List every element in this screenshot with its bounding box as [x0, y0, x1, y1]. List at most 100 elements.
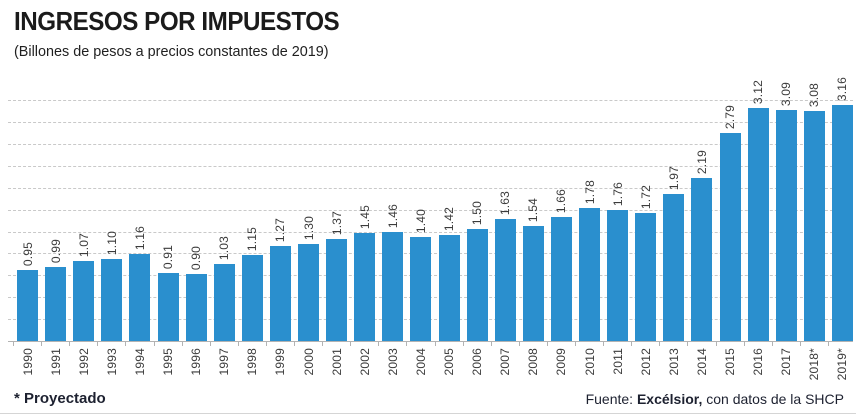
year-label: 2013 [666, 348, 681, 376]
year-label: 2017 [779, 348, 794, 376]
gridline [8, 100, 853, 102]
bar-1993 [101, 259, 123, 341]
bar-2011 [607, 210, 629, 341]
year-label: 1997 [217, 348, 232, 376]
value-label: 1.15 [245, 226, 260, 251]
year-label: 2006 [470, 348, 485, 376]
bar-2018 [803, 111, 825, 341]
value-label: 1.07 [76, 232, 91, 257]
axis-tick [490, 342, 492, 346]
source-prefix: Fuente: [585, 391, 637, 407]
bar-1995 [157, 273, 179, 341]
bar-2015 [719, 133, 741, 341]
axis-tick [406, 342, 408, 346]
bar-2009 [550, 217, 572, 341]
value-label: 3.12 [751, 79, 766, 104]
gridline [8, 209, 853, 211]
year-label: 2008 [526, 348, 541, 376]
year-label: 2002 [357, 348, 372, 376]
axis-tick [462, 342, 464, 346]
value-label: 1.03 [217, 235, 232, 260]
bar-2012 [635, 213, 657, 341]
bar-2013 [663, 194, 685, 341]
year-label: 1995 [161, 348, 175, 376]
value-label: 1.50 [470, 200, 485, 225]
value-label: 1.30 [301, 215, 316, 240]
value-label: 1.78 [582, 179, 597, 204]
year-label: 2014 [694, 348, 709, 376]
axis-tick [434, 342, 436, 346]
bar-2006 [466, 229, 488, 341]
year-label: 2000 [301, 348, 316, 376]
value-label: 2.79 [723, 104, 737, 129]
axis-tick [125, 342, 127, 346]
bar-1990 [17, 270, 38, 341]
value-label: 0.99 [48, 238, 63, 263]
value-label: 1.37 [329, 210, 344, 235]
axis-tick [603, 342, 605, 346]
year-label: 2001 [329, 348, 344, 376]
axis-tick [518, 342, 520, 346]
value-label: 1.45 [357, 204, 372, 229]
year-label: 2005 [442, 348, 456, 376]
axis-tick [41, 342, 43, 346]
value-label: 1.66 [554, 188, 569, 213]
axis-tick [659, 342, 661, 346]
value-label: 1.10 [104, 230, 119, 255]
year-label: 2015 [723, 348, 737, 376]
year-label: 1996 [189, 348, 204, 376]
bar-2005 [438, 235, 460, 341]
value-label: 1.97 [666, 165, 681, 190]
year-label: 2012 [638, 348, 653, 376]
gridline [8, 231, 853, 233]
year-label: 2007 [498, 348, 513, 376]
value-label: 0.90 [189, 245, 204, 270]
bar-1994 [129, 254, 151, 341]
axis-tick [546, 342, 548, 346]
bar-2000 [298, 244, 319, 341]
gridline [8, 187, 853, 189]
bar-1999 [269, 246, 291, 341]
axis-tick [294, 342, 295, 346]
bar-2007 [494, 219, 516, 341]
bar-1998 [241, 255, 263, 341]
value-label: 1.40 [413, 208, 428, 233]
axis-tick [265, 342, 267, 346]
value-label: 1.63 [498, 190, 513, 215]
value-label: 1.16 [132, 225, 147, 250]
axis-tick [743, 342, 745, 346]
page-title: INGRESOS POR IMPUESTOS [14, 6, 340, 36]
year-label: 2016 [751, 348, 766, 376]
axis-tick [378, 342, 380, 346]
year-label: 1991 [48, 348, 63, 376]
axis-tick [799, 342, 801, 346]
bar-2002 [354, 233, 376, 341]
year-label: 1992 [76, 348, 91, 376]
bar-2014 [691, 178, 713, 341]
gridline [8, 143, 853, 145]
axis-tick [181, 342, 183, 346]
bar-2016 [747, 108, 769, 341]
value-label: 1.54 [526, 197, 541, 222]
axis-tick [322, 342, 324, 346]
source-credit: Fuente: Excélsior, con datos de la SHCP [586, 391, 844, 407]
value-label: 2.19 [694, 149, 709, 174]
axis-tick [715, 342, 717, 346]
axis-tick [69, 342, 71, 346]
bar-1997 [213, 264, 235, 341]
year-label: 1990 [20, 348, 35, 376]
axis-tick [350, 342, 352, 346]
bar-2001 [326, 239, 348, 341]
value-label: 3.08 [807, 82, 822, 107]
value-label: 0.91 [161, 244, 175, 269]
axis-tick [687, 342, 689, 346]
axis-tick [209, 342, 211, 346]
axis-tick [97, 342, 99, 346]
value-label: 1.72 [638, 184, 653, 209]
year-label: 1993 [104, 348, 119, 376]
axis-tick [827, 342, 829, 346]
axis-tick [575, 342, 576, 346]
year-label: 2003 [385, 348, 400, 376]
